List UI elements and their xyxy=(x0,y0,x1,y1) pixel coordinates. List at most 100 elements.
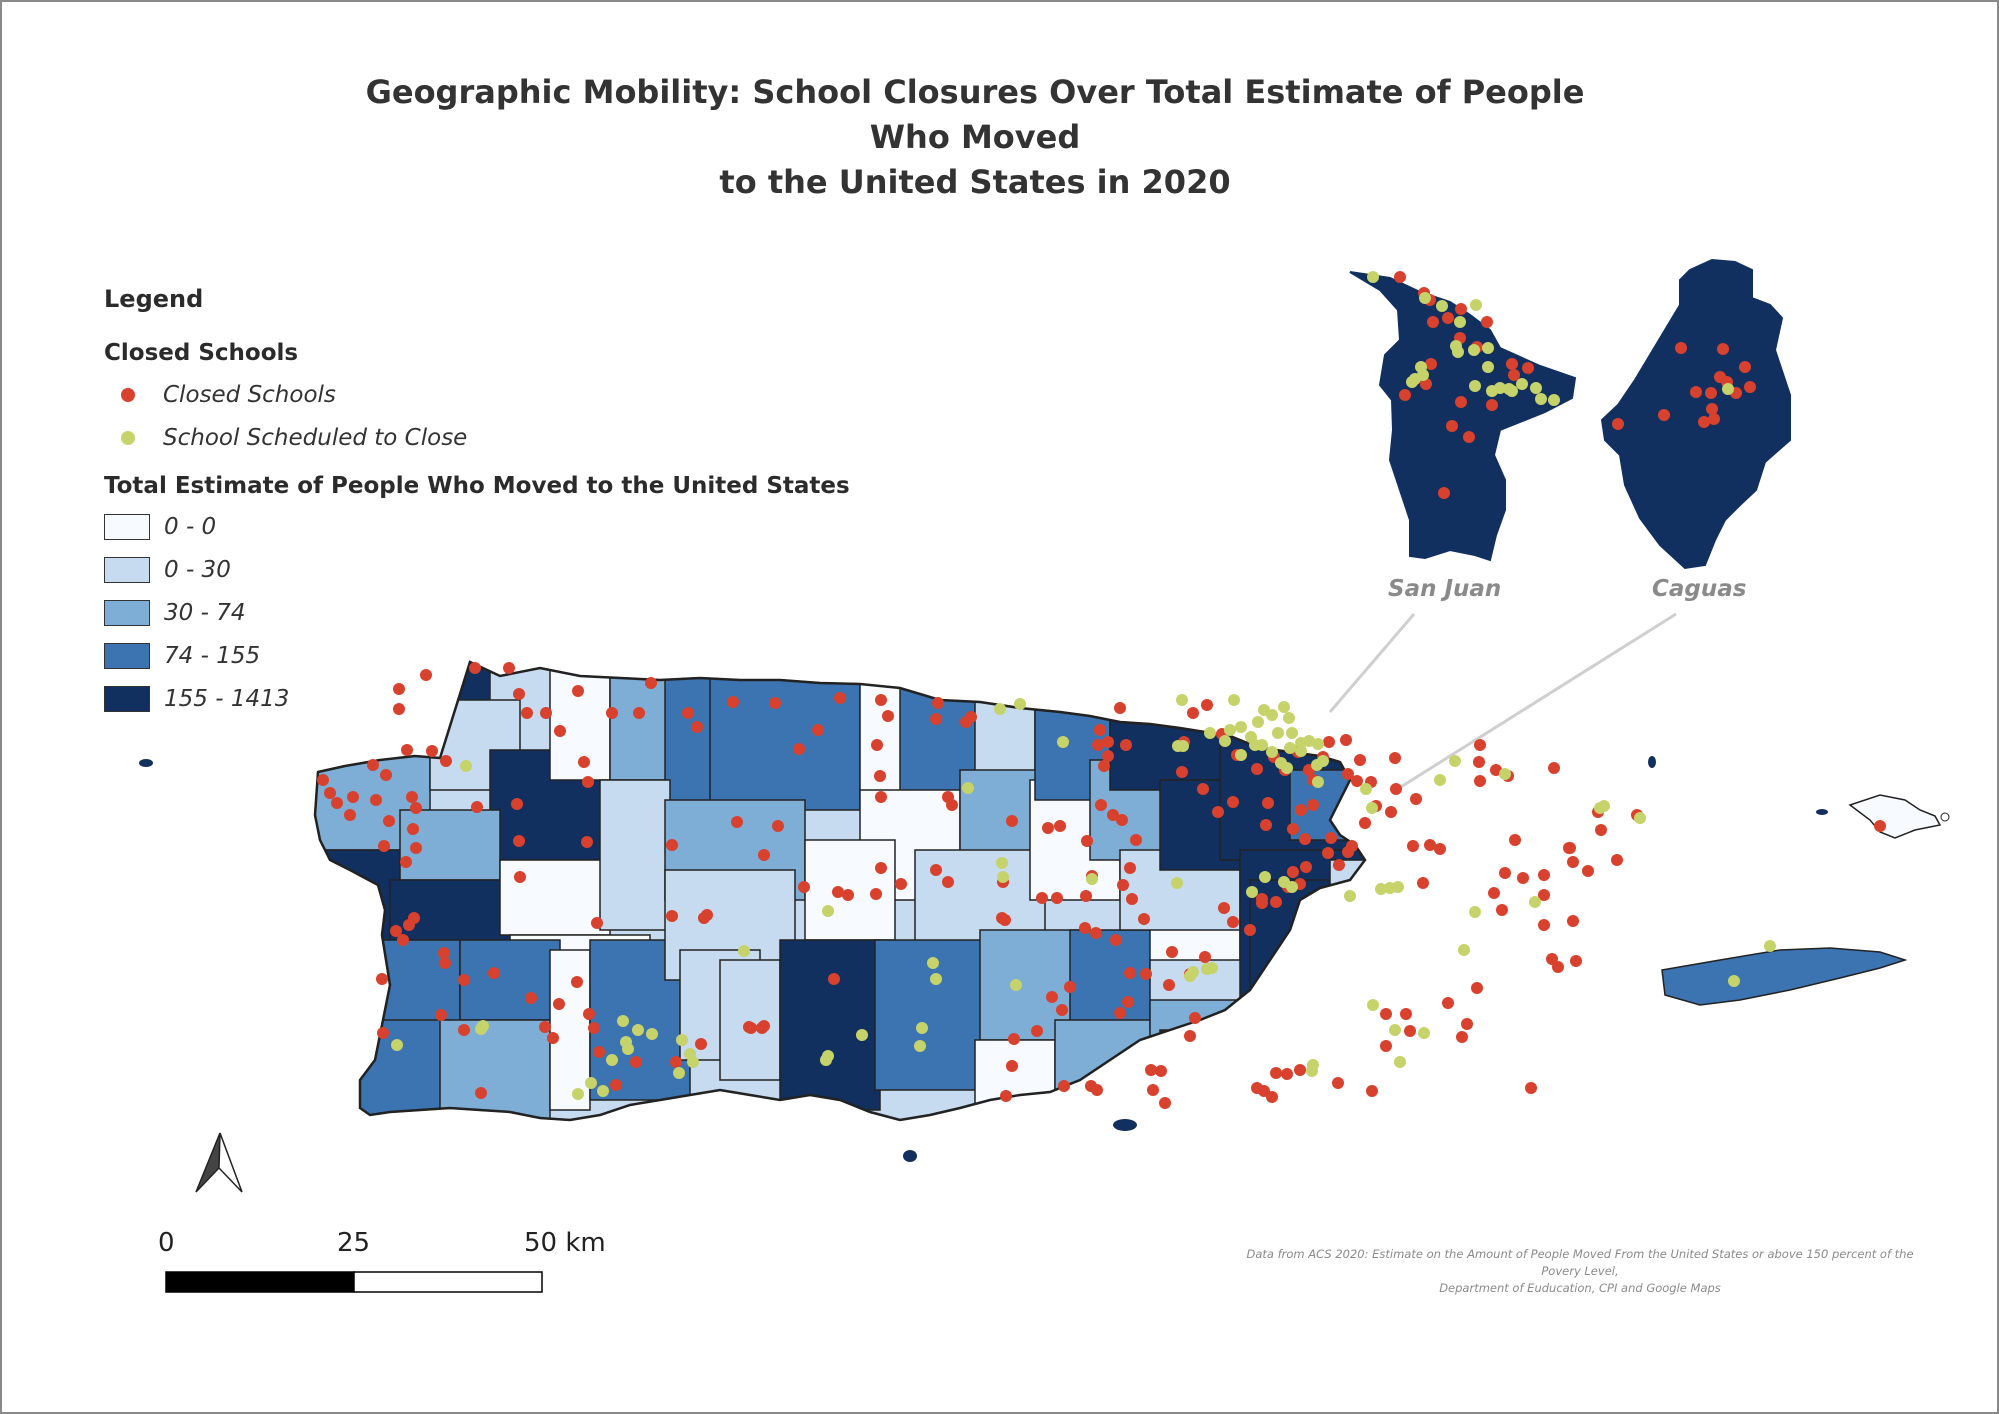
municipality-shape xyxy=(315,849,401,941)
closed-school-point xyxy=(1446,420,1458,432)
legend-heading: Legend xyxy=(104,285,204,313)
scheduled-school-point xyxy=(1454,316,1466,328)
closed-school-point xyxy=(758,849,770,861)
culebra-shape xyxy=(1848,794,1942,839)
closed-school-point xyxy=(1434,843,1446,855)
island-outline xyxy=(313,660,1367,1122)
closed-school-point xyxy=(1184,1030,1196,1042)
closed-school-point xyxy=(1517,872,1529,884)
closed-school-point xyxy=(521,707,533,719)
closed-school-point xyxy=(1582,865,1594,877)
closed-school-point xyxy=(812,724,824,736)
closed-school-point xyxy=(475,1087,487,1099)
scheduled-school-point xyxy=(1634,812,1646,824)
closed-school-point xyxy=(1394,271,1406,283)
scheduled-school-point xyxy=(914,1040,926,1052)
islet-shape xyxy=(1648,756,1656,768)
class-swatch xyxy=(104,686,150,712)
legend-class-label: 0 - 30 xyxy=(164,557,231,583)
scheduled-school-point xyxy=(572,1088,584,1100)
closed-school-point xyxy=(1287,823,1299,835)
municipality-shape xyxy=(1269,999,1365,1111)
closed-school-point xyxy=(1036,892,1048,904)
closed-school-point xyxy=(408,912,420,924)
closed-school-point xyxy=(1122,996,1134,1008)
closed-school-point xyxy=(1425,358,1437,370)
closed-school-point xyxy=(582,776,594,788)
closed-school-point xyxy=(1404,1025,1416,1037)
small-islands xyxy=(139,756,1950,1162)
closed-school-point xyxy=(439,957,451,969)
closed-school-point xyxy=(1456,1031,1468,1043)
closed-school-point xyxy=(438,947,450,959)
closed-school-point xyxy=(380,769,392,781)
closed-school-point xyxy=(1690,386,1702,398)
closed-school-point xyxy=(1481,316,1493,328)
closed-school-point xyxy=(393,703,405,715)
closed-school-point xyxy=(1058,1080,1070,1092)
scheduled-school-point xyxy=(1366,802,1378,814)
closed-school-point xyxy=(1138,913,1150,925)
scheduled-school-point xyxy=(622,1043,634,1055)
scale-label-25: 25 xyxy=(337,1228,371,1258)
closed-school-point xyxy=(1658,409,1670,421)
closed-school-point xyxy=(1227,796,1239,808)
closed-school-point xyxy=(630,1056,642,1068)
scheduled-school-point xyxy=(1184,970,1196,982)
closed-school-point xyxy=(946,799,958,811)
closed-school-point xyxy=(633,707,645,719)
closed-school-point xyxy=(1717,343,1729,355)
scheduled-school-point xyxy=(646,1028,658,1040)
scheduled-school-point xyxy=(1764,940,1776,952)
legend-class-label: 74 - 155 xyxy=(164,643,261,669)
closed-school-point xyxy=(930,713,942,725)
scheduled-school-point xyxy=(927,957,939,969)
closed-school-point xyxy=(1294,1064,1306,1076)
closed-school-point xyxy=(1354,754,1366,766)
scheduled-school-point xyxy=(1392,881,1404,893)
municipality-shape xyxy=(1359,1029,1365,1111)
legend-class-2: 30 - 74 xyxy=(104,598,245,628)
scheduled-school-point xyxy=(1506,385,1518,397)
scheduled-school-point xyxy=(1266,746,1278,758)
closed-school-point xyxy=(1538,889,1550,901)
closed-school-point xyxy=(377,1027,389,1039)
scheduled-school-point xyxy=(1469,906,1481,918)
closed-school-point xyxy=(1400,1008,1412,1020)
closed-school-point xyxy=(376,973,388,985)
scheduled-school-point xyxy=(996,857,1008,869)
legend-class-label: 155 - 1413 xyxy=(164,686,290,712)
closed-school-point xyxy=(511,798,523,810)
closed-school-point xyxy=(1147,1084,1159,1096)
closed-school-point xyxy=(1163,979,1175,991)
municipality-shape xyxy=(1540,780,1620,860)
closed-school-point xyxy=(1708,413,1720,425)
source-note-line-2: Department of Euducation, CPI and Google… xyxy=(1439,1281,1721,1295)
closed-school-point xyxy=(1410,793,1422,805)
closed-school-point xyxy=(1307,799,1319,811)
closed-school-point xyxy=(488,967,500,979)
scheduled-school-point xyxy=(856,1029,868,1041)
closed-school-point xyxy=(1098,760,1110,772)
closed-school-point xyxy=(370,794,382,806)
scheduled-school-point xyxy=(1306,1065,1318,1077)
closed-school-point xyxy=(1117,879,1129,891)
closed-school-point xyxy=(458,974,470,986)
closed-school-point xyxy=(1090,927,1102,939)
scheduled-school-point xyxy=(930,973,942,985)
closed-school-point xyxy=(834,692,846,704)
closed-school-point xyxy=(1595,824,1607,836)
closed-school-point xyxy=(670,1056,682,1068)
closed-school-point xyxy=(875,862,887,874)
closed-school-point xyxy=(324,787,336,799)
closed-school-point xyxy=(588,1022,600,1034)
scheduled-school-point xyxy=(1172,740,1184,752)
scheduled-school-point xyxy=(1176,694,1188,706)
closed-school-point xyxy=(1455,396,1467,408)
municipality-shape xyxy=(1370,860,1430,970)
islet-shape xyxy=(1113,1119,1137,1131)
closed-school-point xyxy=(1499,867,1511,879)
scheduled-school-point xyxy=(1535,393,1547,405)
class-swatch xyxy=(104,514,150,540)
municipality-shape xyxy=(1420,880,1470,980)
